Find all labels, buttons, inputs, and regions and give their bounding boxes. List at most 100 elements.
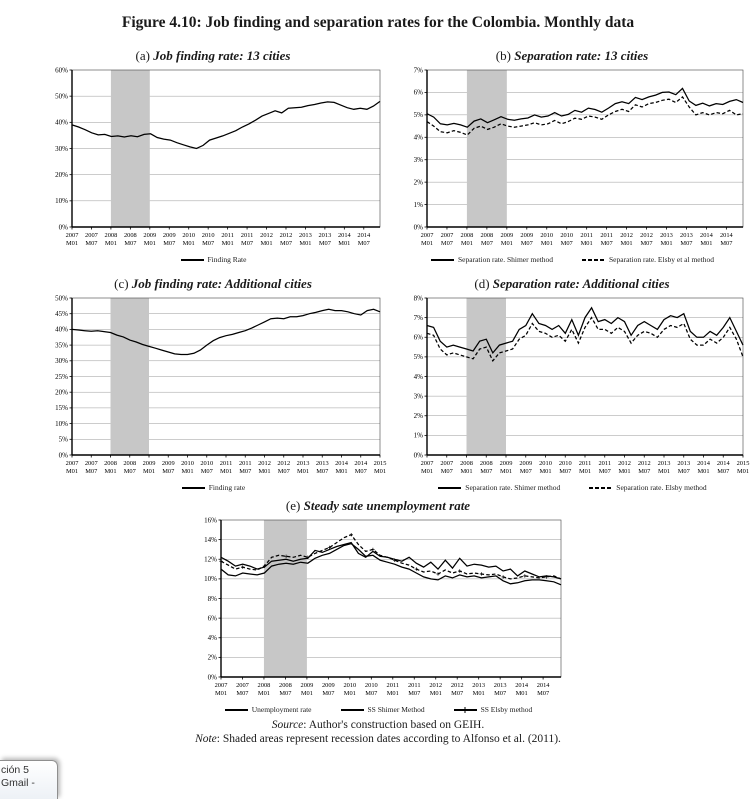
svg-text:M07: M07 [480,468,493,475]
svg-text:M01: M01 [516,690,528,697]
svg-text:M07: M07 [239,468,252,475]
svg-text:M01: M01 [697,468,709,475]
svg-text:M07: M07 [520,468,533,475]
svg-text:M01: M01 [143,468,155,475]
svg-text:M07: M07 [720,240,733,247]
svg-text:M01: M01 [541,240,553,247]
svg-text:M01: M01 [299,240,311,247]
svg-text:2011: 2011 [598,460,611,467]
svg-text:2012: 2012 [277,460,290,467]
svg-text:10%: 10% [55,420,68,428]
svg-text:2011: 2011 [580,232,593,239]
svg-text:2010: 2010 [200,460,213,467]
taskbar-tooltip[interactable]: ción 5 Gmail - [0,760,58,799]
svg-text:M01: M01 [66,240,78,247]
chart-d-title: (d) Separation rate: Additional cities [474,276,670,291]
svg-text:2009: 2009 [143,232,156,239]
tooltip-line-2[interactable]: Gmail - [1,777,35,789]
svg-text:20%: 20% [55,389,68,397]
svg-text:2008: 2008 [460,460,473,467]
svg-text:M01: M01 [660,240,672,247]
svg-text:2009: 2009 [520,232,533,239]
svg-text:M01: M01 [501,240,513,247]
svg-text:2012: 2012 [620,232,633,239]
svg-text:40%: 40% [55,326,68,334]
chart-d-label: (d) [474,276,490,291]
svg-text:2007: 2007 [236,682,250,689]
svg-text:1%: 1% [414,432,424,440]
note-line: Note: Shaded areas represent recession d… [0,732,756,746]
svg-text:2007: 2007 [215,682,229,689]
svg-text:7%: 7% [414,314,424,322]
svg-text:M01: M01 [335,468,347,475]
svg-text:0%: 0% [59,223,69,231]
legend-line-sample [181,486,205,489]
svg-text:12%: 12% [204,556,217,564]
legend-label: SS Shimer Method [367,705,425,714]
note-label: Note [195,733,217,745]
svg-text:M07: M07 [717,468,730,475]
svg-text:2008: 2008 [461,232,474,239]
svg-text:2007: 2007 [440,460,454,467]
svg-text:2009: 2009 [143,460,156,467]
svg-text:M07: M07 [451,690,464,697]
svg-text:M01: M01 [581,240,593,247]
svg-text:2012: 2012 [260,232,273,239]
chart-b: (b) Separation rate: 13 cities 0% 1% 2% 3% 4… [392,48,752,264]
legend-line-sample [582,258,605,261]
svg-text:M07: M07 [85,468,98,475]
svg-text:M01: M01 [579,468,591,475]
svg-text:2010: 2010 [181,460,194,467]
svg-text:M01: M01 [460,468,472,475]
svg-text:M01: M01 [387,690,399,697]
svg-text:2010: 2010 [559,460,572,467]
note-text: : Shaded areas represent recession dates… [216,733,561,745]
svg-text:2012: 2012 [451,682,464,689]
svg-text:30%: 30% [55,357,68,365]
legend-label: Unemployment rate [251,705,312,714]
svg-text:2009: 2009 [162,460,175,467]
svg-text:2007: 2007 [66,232,80,239]
chart-a: (a) Job finding rate: 13 cities 0% 10% 20%… [38,48,388,264]
legend-line-sample [431,258,455,261]
svg-text:M07: M07 [279,690,292,697]
svg-text:2009: 2009 [519,460,532,467]
svg-text:2014: 2014 [537,682,551,689]
svg-text:M07: M07 [358,240,371,247]
svg-text:2008: 2008 [123,460,136,467]
svg-text:M07: M07 [319,240,332,247]
svg-text:2010: 2010 [365,682,378,689]
chart-c-label: (c) [114,276,129,291]
svg-text:2013: 2013 [316,460,329,467]
tooltip-line-1[interactable]: ción 5 [1,764,30,776]
svg-text:M07: M07 [408,690,421,697]
svg-text:M01: M01 [430,690,442,697]
svg-text:2007: 2007 [421,232,435,239]
svg-text:M07: M07 [162,468,175,475]
svg-text:2011: 2011 [387,682,400,689]
source-label: Source [271,719,304,731]
legend-line-sample [224,708,248,711]
legend-label: Separation rate. Elsby et al method [609,255,714,264]
svg-text:M07: M07 [236,690,249,697]
svg-text:5%: 5% [414,353,424,361]
svg-text:2013: 2013 [660,232,673,239]
legend-item: Separation rate. Shimer method [437,483,560,492]
svg-text:2008: 2008 [104,460,117,467]
svg-text:3%: 3% [414,156,424,164]
svg-text:2013: 2013 [677,460,690,467]
svg-text:0%: 0% [59,451,69,459]
legend-label: Finding Rate [207,255,247,264]
svg-text:4%: 4% [414,373,424,381]
svg-text:2013: 2013 [299,232,312,239]
svg-text:M07: M07 [559,468,572,475]
svg-text:2011: 2011 [600,232,613,239]
svg-text:M01: M01 [473,690,485,697]
svg-text:1%: 1% [414,201,424,209]
svg-text:8%: 8% [414,294,424,302]
svg-text:2008: 2008 [480,460,493,467]
chart-b-label: (b) [495,48,511,63]
svg-text:2012: 2012 [618,460,631,467]
svg-text:2013: 2013 [318,232,331,239]
